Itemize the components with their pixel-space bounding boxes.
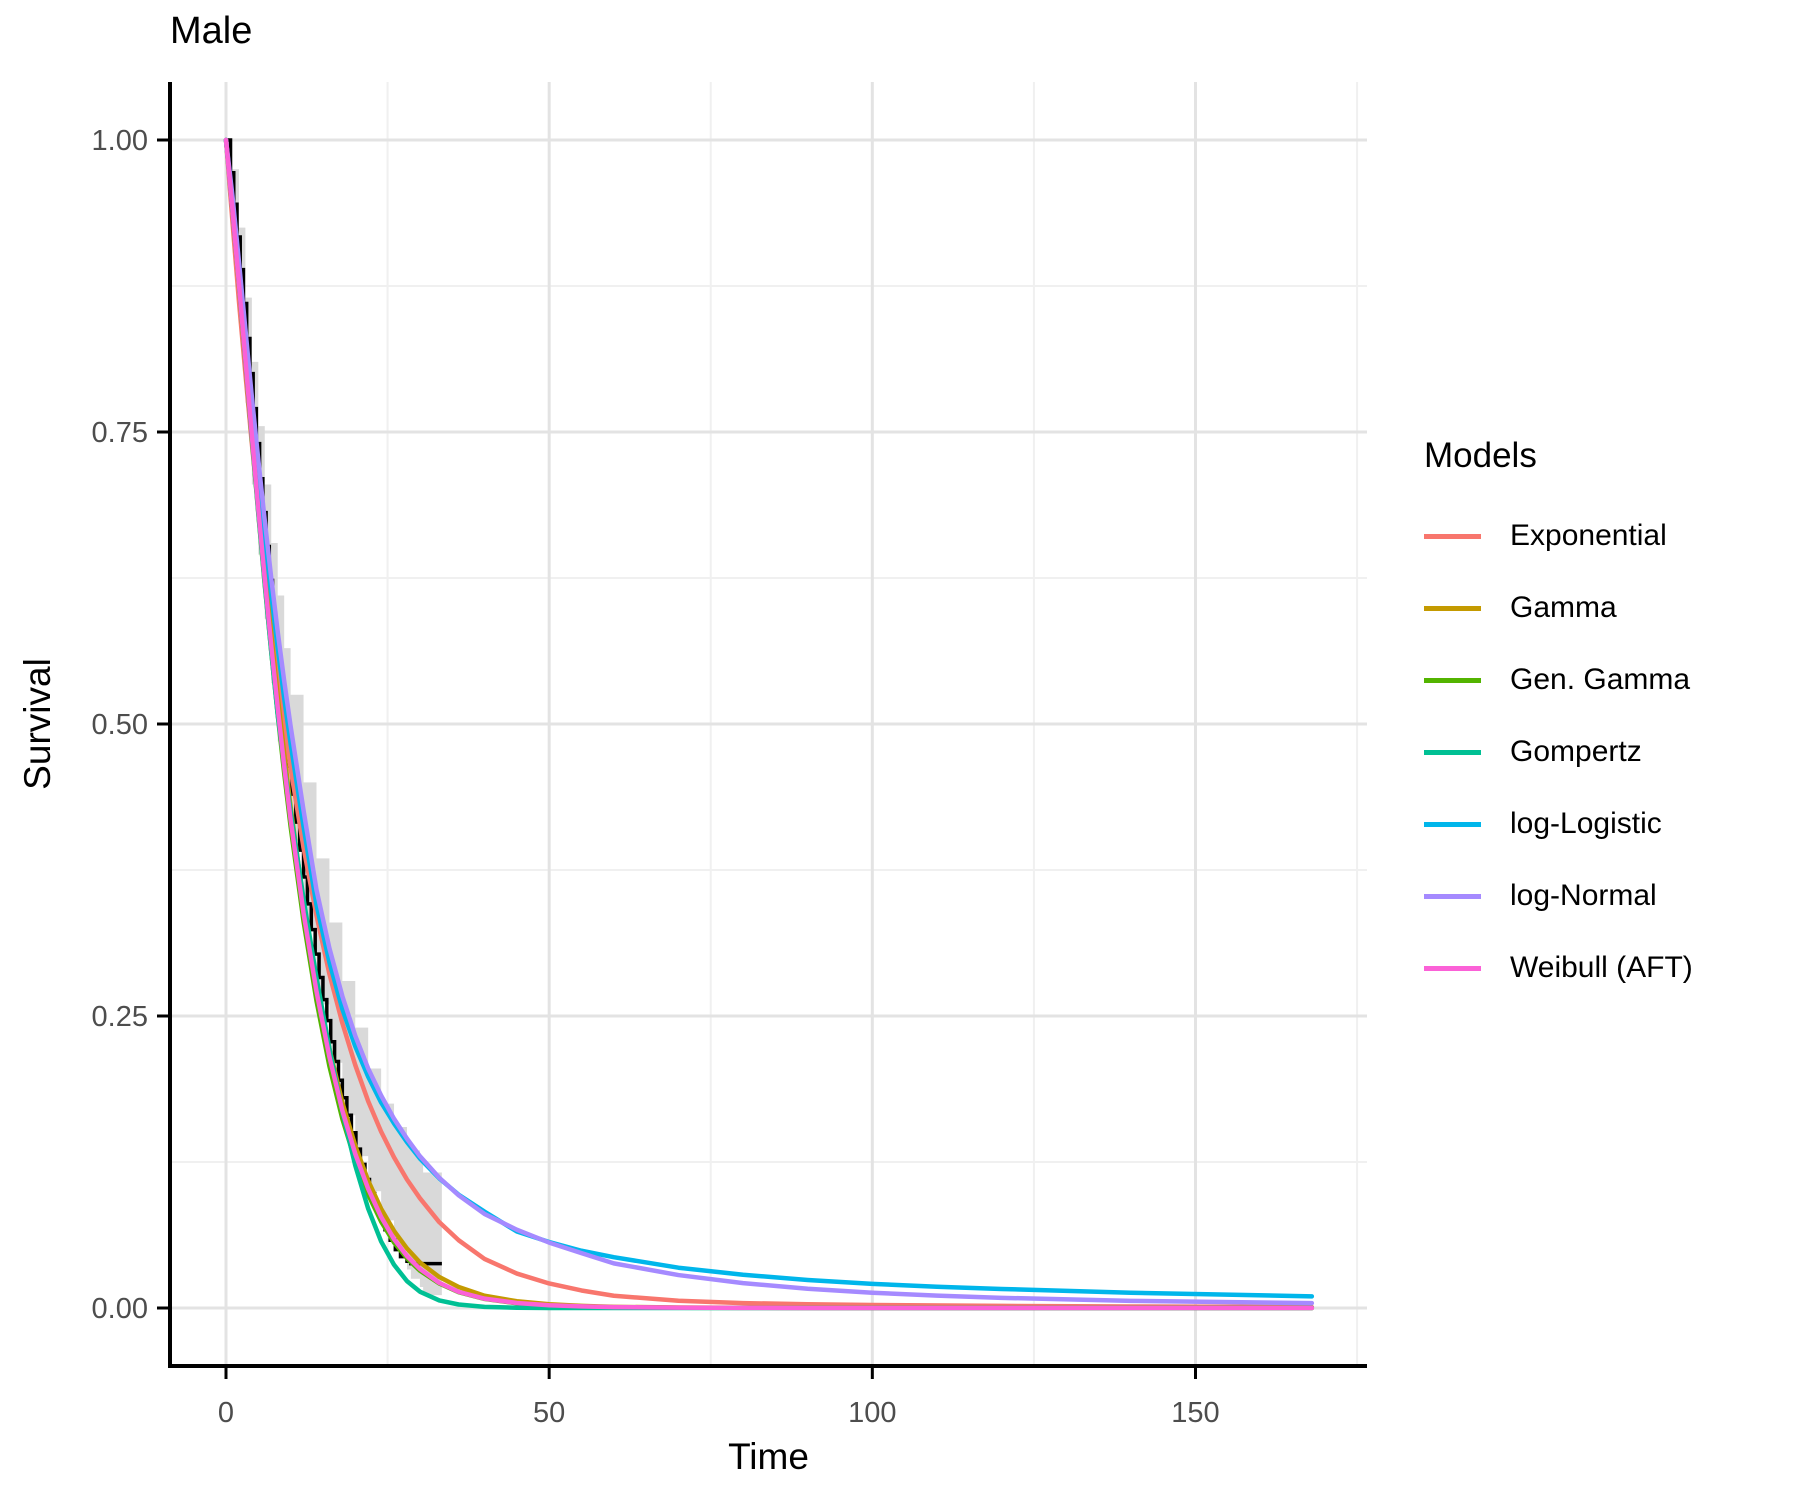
legend-item-weibull-aft: Weibull (AFT) bbox=[1424, 932, 1693, 1004]
legend-title: Models bbox=[1424, 436, 1537, 475]
y-tick-label-0.25: 0.25 bbox=[92, 1001, 148, 1033]
legend-swatch-log-logistic bbox=[1424, 821, 1481, 827]
legend-swatch-gompertz bbox=[1424, 749, 1481, 755]
legend-label-exponential: Exponential bbox=[1510, 519, 1667, 552]
x-tick-label-0: 0 bbox=[218, 1397, 234, 1429]
legend-label-gen-gamma: Gen. Gamma bbox=[1510, 663, 1691, 696]
legend-label-gamma: Gamma bbox=[1510, 591, 1617, 624]
y-tick-label-1: 1.00 bbox=[92, 125, 148, 157]
legend-label-log-logistic: log-Logistic bbox=[1510, 807, 1662, 840]
legend-item-gen-gamma: Gen. Gamma bbox=[1424, 644, 1693, 716]
legend-swatch-weibull-aft bbox=[1424, 965, 1481, 971]
legend-swatch-gen-gamma bbox=[1424, 677, 1481, 683]
legend-swatch-log-normal bbox=[1424, 893, 1481, 899]
legend-item-gompertz: Gompertz bbox=[1424, 716, 1693, 788]
legend-label-log-normal: log-Normal bbox=[1510, 879, 1657, 912]
series-log-normal bbox=[223, 137, 1315, 1306]
y-axis-title: Survival bbox=[17, 658, 58, 790]
confidence-ribbon bbox=[226, 140, 442, 1296]
legend: Models Exponential Gamma Gen. Gamma Gompert… bbox=[1424, 436, 1693, 1004]
legend-item-exponential: Exponential bbox=[1424, 500, 1693, 572]
x-tick-label-150: 150 bbox=[1171, 1397, 1219, 1429]
legend-item-log-logistic: log-Logistic bbox=[1424, 788, 1693, 860]
km-step-curve bbox=[226, 138, 442, 1266]
series-group bbox=[223, 137, 1315, 1311]
legend-item-log-normal: log-Normal bbox=[1424, 860, 1693, 932]
x-tick-label-50: 50 bbox=[533, 1397, 565, 1429]
x-tick-label-100: 100 bbox=[848, 1397, 896, 1429]
legend-swatch-exponential bbox=[1424, 533, 1481, 539]
series-weibull-aft bbox=[223, 137, 1315, 1311]
km-group bbox=[226, 138, 442, 1266]
grid-major-group bbox=[170, 82, 1367, 1366]
legend-items: Exponential Gamma Gen. Gamma Gompertz log-Lo… bbox=[1424, 500, 1693, 1004]
legend-label-gompertz: Gompertz bbox=[1510, 735, 1642, 768]
y-tick-label-0.5: 0.50 bbox=[92, 709, 148, 741]
x-axis-title: Time bbox=[728, 1436, 809, 1477]
ci-ribbon-group bbox=[226, 140, 442, 1296]
y-tick-label-0.75: 0.75 bbox=[92, 417, 148, 449]
legend-label-weibull-aft: Weibull (AFT) bbox=[1510, 951, 1693, 984]
tick-mark-group bbox=[157, 138, 1197, 1379]
tick-label-group: 0 50 100 150 1.00 0.75 0.50 0.25 0.00 bbox=[92, 125, 1220, 1429]
plot-title: Male bbox=[170, 10, 253, 52]
legend-item-gamma: Gamma bbox=[1424, 572, 1693, 644]
legend-swatch-gamma bbox=[1424, 605, 1481, 611]
y-tick-label-0: 0.00 bbox=[92, 1293, 148, 1325]
